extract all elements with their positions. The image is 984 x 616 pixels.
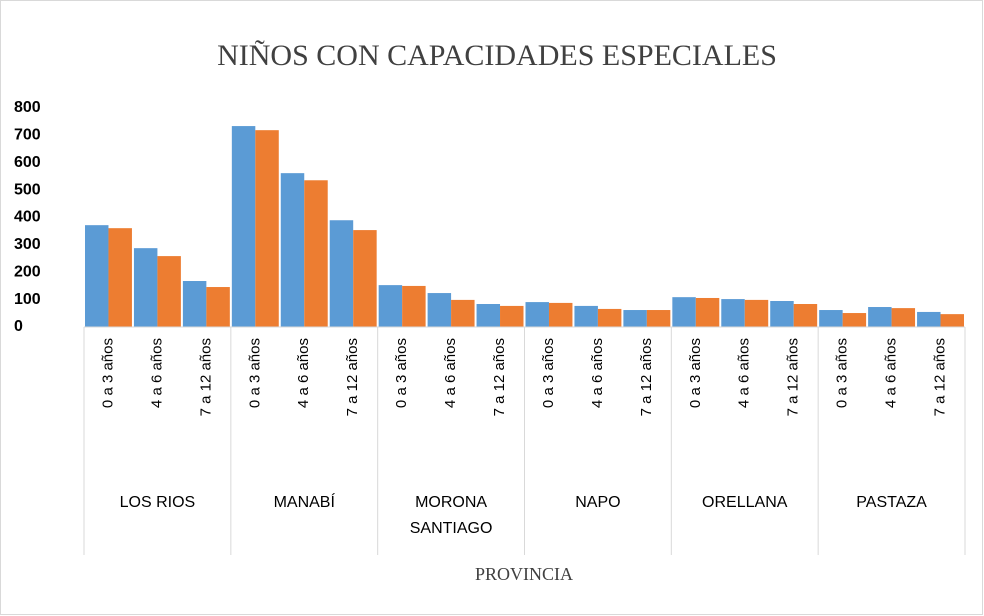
x-tick-label: 7 a 12 años xyxy=(197,338,214,416)
bar xyxy=(868,307,892,327)
x-tick-label: 4 a 6 años xyxy=(442,338,459,408)
x-tick-label: 0 a 3 años xyxy=(99,338,116,408)
group-label: MORONA SANTIAGO xyxy=(409,494,493,537)
bar xyxy=(819,310,843,327)
group-label-box: PASTAZA xyxy=(856,494,927,511)
bar xyxy=(427,293,452,327)
x-tick-label: 7 a 12 años xyxy=(491,338,508,416)
y-tick-label: 0 xyxy=(14,318,23,335)
group-label: LOS RIOS xyxy=(119,494,196,511)
x-tick-label: 7 a 12 años xyxy=(931,338,948,416)
y-tick-label: 500 xyxy=(14,181,41,198)
group-label: NAPO xyxy=(575,494,621,511)
bar xyxy=(378,285,403,327)
x-tick-label: 7 a 12 años xyxy=(344,338,361,416)
x-tick-label: 0 a 3 años xyxy=(687,338,704,408)
x-tick-label: 4 a 6 años xyxy=(883,338,900,408)
bar xyxy=(206,287,230,327)
bar xyxy=(721,299,745,327)
x-tick-label: 4 a 6 años xyxy=(148,338,165,408)
bar xyxy=(940,314,964,327)
bar xyxy=(623,310,647,327)
bar xyxy=(646,310,671,327)
group-label-box: NAPO xyxy=(575,494,621,511)
x-tick-label: 0 a 3 años xyxy=(393,338,410,408)
group-label: MANABÍ xyxy=(273,494,335,511)
bar xyxy=(476,304,501,327)
bar xyxy=(695,297,720,327)
x-tick-label: 4 a 6 años xyxy=(295,338,312,408)
y-tick-label: 200 xyxy=(14,263,41,280)
bar xyxy=(353,230,377,327)
bar xyxy=(500,305,524,327)
bar xyxy=(842,313,867,327)
x-tick-label: 7 a 12 años xyxy=(785,338,802,416)
x-tick-label: 7 a 12 años xyxy=(638,338,655,416)
x-tick-label: 0 a 3 años xyxy=(834,338,851,408)
bar xyxy=(793,304,818,327)
bar xyxy=(917,311,941,327)
bar xyxy=(182,281,207,327)
chart-title: NIÑOS CON CAPACIDADES ESPECIALES xyxy=(217,39,777,72)
group-label-box: ORELLANA xyxy=(702,494,788,511)
bar xyxy=(548,302,573,327)
bar xyxy=(525,302,549,327)
group-label: PASTAZA xyxy=(856,494,927,511)
bar xyxy=(744,299,769,327)
y-tick-label: 400 xyxy=(14,209,41,226)
group-label: ORELLANA xyxy=(702,494,788,511)
bar xyxy=(402,285,426,327)
bar xyxy=(770,300,794,327)
bar xyxy=(280,173,305,327)
x-tick-label: 0 a 3 años xyxy=(540,338,557,408)
bar xyxy=(108,228,132,327)
y-tick-label: 300 xyxy=(14,236,41,253)
bar xyxy=(574,305,598,327)
bar xyxy=(255,130,279,327)
bar xyxy=(133,248,158,327)
x-tick-label: 4 a 6 años xyxy=(589,338,606,408)
bar xyxy=(329,220,354,327)
bar xyxy=(891,308,916,327)
x-tick-label: 0 a 3 años xyxy=(246,338,263,408)
x-axis-title: PROVINCIA xyxy=(475,564,573,584)
bar xyxy=(304,180,328,327)
x-tick-label: 4 a 6 años xyxy=(736,338,753,408)
y-tick-label: 600 xyxy=(14,154,41,171)
group-label-box: LOS RIOS xyxy=(119,494,196,511)
y-tick-label: 800 xyxy=(14,99,41,116)
y-tick-label: 100 xyxy=(14,291,41,308)
bar xyxy=(451,299,475,327)
bar xyxy=(85,225,109,327)
bar xyxy=(231,126,256,327)
bar xyxy=(157,256,181,327)
group-label-box: MANABÍ xyxy=(273,494,335,511)
group-label-box: MORONA SANTIAGO xyxy=(409,494,493,537)
bar xyxy=(597,308,622,327)
y-tick-label: 700 xyxy=(14,127,41,144)
bar xyxy=(672,297,696,327)
